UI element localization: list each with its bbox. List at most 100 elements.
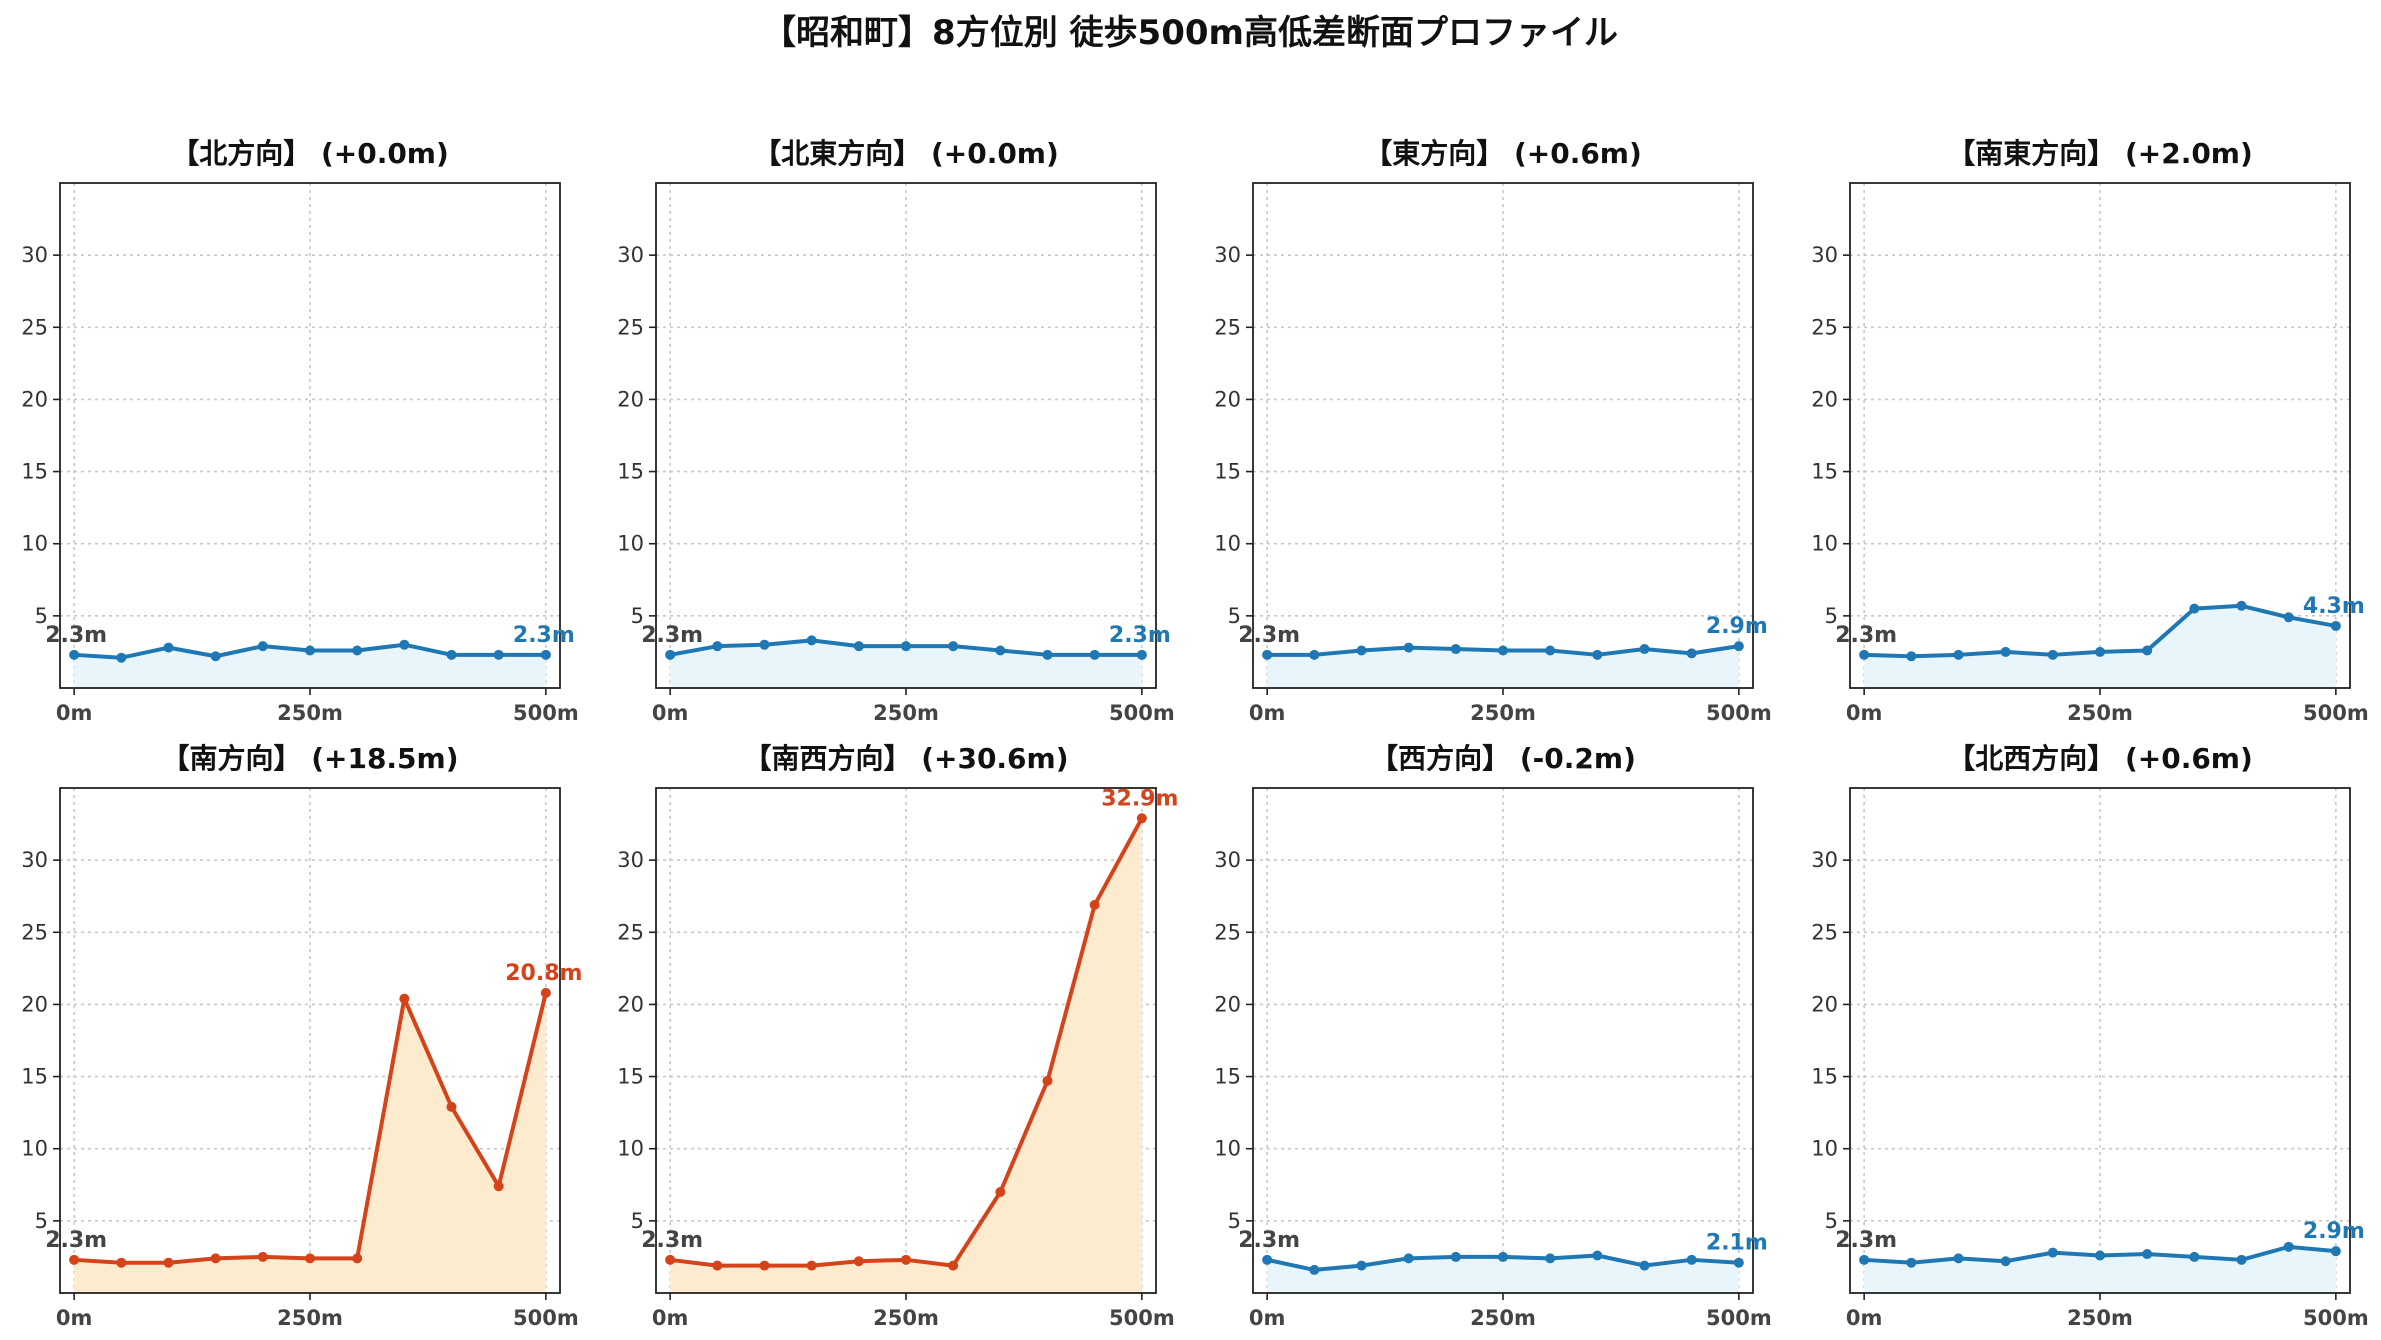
y-tick-label: 15 xyxy=(21,1065,48,1089)
elevation-point xyxy=(2000,1256,2011,1267)
elevation-point xyxy=(2330,620,2341,631)
elevation-point xyxy=(1498,645,1508,656)
x-tick-label: 500m xyxy=(1706,1306,1772,1330)
elevation-point xyxy=(493,649,504,660)
elevation-point xyxy=(540,649,551,660)
elevation-point xyxy=(399,639,410,650)
elevation-point xyxy=(1953,1253,1964,1264)
x-tick-label: 0m xyxy=(1249,701,1286,725)
y-tick-label: 10 xyxy=(21,532,48,556)
end-elevation-label: 2.3m xyxy=(1109,623,1171,648)
elevation-area xyxy=(1267,646,1739,688)
y-tick-label: 15 xyxy=(1214,460,1241,484)
panel-1: 【北東方向】 (+0.0m) 5 10 15 20 25 30 0m 250m 500m 2.3m 2… xyxy=(617,137,1174,725)
elevation-point xyxy=(210,651,221,662)
elevation-point xyxy=(210,1253,221,1264)
elevation-point xyxy=(1403,1253,1414,1264)
elevation-point xyxy=(1089,649,1100,660)
x-tick-label: 250m xyxy=(2067,1306,2133,1330)
y-tick-label: 15 xyxy=(21,460,48,484)
x-tick-label: 0m xyxy=(56,701,93,725)
elevation-point xyxy=(2236,1254,2247,1265)
y-tick-label: 30 xyxy=(1811,848,1838,872)
panel-title: 【南西方向】 (+30.6m) xyxy=(743,742,1068,775)
elevation-point xyxy=(69,1254,80,1265)
elevation-point xyxy=(2142,645,2153,656)
x-tick-label: 500m xyxy=(2303,701,2369,725)
elevation-point xyxy=(1309,1264,1320,1275)
x-tick-label: 500m xyxy=(513,701,579,725)
panel-2: 【東方向】 (+0.6m) 5 10 15 20 25 30 0m 250m 500m 2.3m 2.… xyxy=(1214,137,1771,725)
elevation-point xyxy=(1042,1075,1053,1086)
y-tick-label: 10 xyxy=(1811,532,1838,556)
y-tick-label: 5 xyxy=(1825,1209,1838,1233)
elevation-point xyxy=(712,641,723,652)
elevation-point xyxy=(2095,1250,2105,1261)
elevation-point xyxy=(446,649,457,660)
x-tick-label: 500m xyxy=(513,1306,579,1330)
y-tick-label: 10 xyxy=(1214,532,1241,556)
elevation-point xyxy=(116,1257,127,1268)
y-tick-label: 5 xyxy=(1825,604,1838,628)
start-elevation-label: 2.3m xyxy=(641,623,703,648)
elevation-point xyxy=(1042,649,1053,660)
panel-7: 【北西方向】 (+0.6m) 5 10 15 20 25 30 0m 250m 500m 2.3m 2… xyxy=(1811,742,2368,1330)
elevation-area xyxy=(670,818,1142,1293)
x-tick-label: 250m xyxy=(277,1306,343,1330)
x-tick-label: 500m xyxy=(1706,701,1772,725)
elevation-point xyxy=(853,1256,864,1267)
y-tick-label: 20 xyxy=(617,387,644,411)
y-tick-label: 5 xyxy=(1228,1209,1241,1233)
elevation-point xyxy=(1906,1257,1917,1268)
elevation-point xyxy=(1498,1251,1508,1262)
start-elevation-label: 2.3m xyxy=(45,623,107,648)
end-elevation-label: 2.9m xyxy=(1706,614,1768,639)
elevation-point xyxy=(257,641,268,652)
elevation-point xyxy=(1262,649,1273,660)
y-tick-label: 30 xyxy=(1214,243,1241,267)
panels-grid: 【北方向】 (+0.0m) 5 10 15 20 25 30 0m 250m 500m 2.3m 2.… xyxy=(21,137,2368,1330)
y-tick-label: 5 xyxy=(35,604,48,628)
start-elevation-label: 2.3m xyxy=(1835,1228,1897,1253)
panel-title: 【南東方向】 (+2.0m) xyxy=(1947,137,2253,170)
x-tick-label: 0m xyxy=(1846,1306,1883,1330)
elevation-point xyxy=(806,635,817,646)
elevation-area xyxy=(1864,605,2336,688)
elevation-point xyxy=(665,1254,676,1265)
y-tick-label: 15 xyxy=(1214,1065,1241,1089)
end-elevation-label: 2.1m xyxy=(1706,1231,1768,1256)
elevation-point xyxy=(1309,649,1320,660)
elevation-point xyxy=(2189,1251,2200,1262)
y-tick-label: 15 xyxy=(617,460,644,484)
y-tick-label: 25 xyxy=(1214,920,1241,944)
panel-title: 【北方向】 (+0.0m) xyxy=(171,137,449,170)
panel-4: 【南方向】 (+18.5m) 5 10 15 20 25 30 0m 250m 500m 2.3m 2… xyxy=(21,742,582,1330)
elevation-area xyxy=(74,644,546,688)
elevation-point xyxy=(2330,1246,2341,1257)
elevation-point xyxy=(901,641,911,652)
elevation-point xyxy=(1450,644,1461,655)
elevation-point xyxy=(665,649,676,660)
y-tick-label: 30 xyxy=(21,848,48,872)
start-elevation-label: 2.3m xyxy=(1835,623,1897,648)
x-tick-label: 250m xyxy=(873,701,939,725)
elevation-point xyxy=(116,652,127,663)
y-tick-label: 5 xyxy=(631,604,644,628)
y-tick-label: 20 xyxy=(1214,387,1241,411)
elevation-point xyxy=(399,993,410,1004)
elevation-point xyxy=(1262,1254,1273,1265)
y-tick-label: 15 xyxy=(1811,1065,1838,1089)
elevation-point xyxy=(257,1251,268,1262)
panel-5: 【南西方向】 (+30.6m) 5 10 15 20 25 30 0m 250m 500m 2.3m… xyxy=(617,742,1178,1330)
y-tick-label: 15 xyxy=(1811,460,1838,484)
elevation-point xyxy=(759,639,770,650)
elevation-point xyxy=(995,645,1006,656)
x-tick-label: 500m xyxy=(2303,1306,2369,1330)
elevation-point xyxy=(1859,1254,1870,1265)
elevation-point xyxy=(1592,649,1603,660)
elevation-point xyxy=(305,1253,315,1264)
elevation-point xyxy=(759,1260,770,1271)
elevation-point xyxy=(493,1181,504,1192)
x-tick-label: 250m xyxy=(873,1306,939,1330)
